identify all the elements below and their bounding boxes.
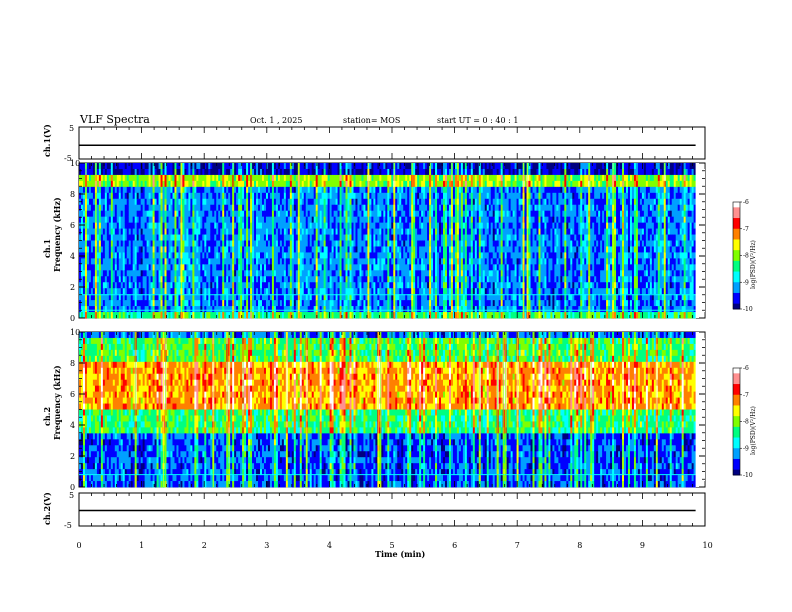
start-time-label: start UT = 0 : 40 : 1 xyxy=(437,116,518,125)
ch1-colorbar: -6 -7 -8 -9 -10 log(PSD)(V²/Hz) xyxy=(732,199,757,313)
date-label: Oct. 1 , 2025 xyxy=(250,116,302,125)
ch2-ytick-bottom: -5 xyxy=(64,521,72,530)
ch2-waveform-panel: 5 -5 ch.2(V) xyxy=(42,491,706,530)
time-axis-title: Time (min) xyxy=(375,549,425,559)
ch2-spectrogram-image xyxy=(79,332,705,488)
colorbar-tick-label: -7 xyxy=(743,392,749,399)
ch1-spectrogram-ytick-label: 2 xyxy=(70,283,75,292)
ch1-ytick-top: 5 xyxy=(69,124,74,133)
ch2-spectrogram-ytick-label: 0 xyxy=(70,483,75,492)
ch2-ytick-top: 5 xyxy=(69,491,74,500)
ch2-spectrogram-ytick-label: 4 xyxy=(70,421,75,430)
time-tick-label: 4 xyxy=(327,541,332,550)
ch1-waveform-panel: 5 -5 ch.1(V) xyxy=(42,124,706,163)
colorbar-tick-label: -9 xyxy=(743,279,749,286)
ch2-spectrogram-ytick-label: 10 xyxy=(70,328,80,337)
colorbar-tick-label: -10 xyxy=(743,472,753,479)
ch1-spectrogram-channel-label: ch.1 xyxy=(42,239,52,258)
colorbar-tick-label: -6 xyxy=(743,365,749,372)
colorbar-tick-label: -10 xyxy=(743,306,753,313)
ch2-spectrogram-panel: 0 2 4 6 8 10 ch.2 Frequency (kHz) xyxy=(42,328,706,492)
figure-title: VLF Spectra xyxy=(79,113,150,126)
ch1-spectrogram-ytick-label: 0 xyxy=(70,314,75,323)
time-tick-label: 1 xyxy=(139,541,144,550)
ch1-spectrogram-ylabel: Frequency (kHz) xyxy=(52,197,62,272)
ch1-spectrogram-panel: 0 2 4 6 8 10 ch.1 Frequency (kHz) xyxy=(42,159,706,323)
ch2-spectrogram-ytick-label: 8 xyxy=(70,359,75,368)
colorbar-tick-label: -7 xyxy=(743,226,749,233)
ch2-spectrogram-ytick-label: 2 xyxy=(70,452,75,461)
ch1-spectrogram-ytick-label: 6 xyxy=(70,221,75,230)
ch1-ytick-bottom: -5 xyxy=(64,154,72,163)
colorbar-tick-label: -9 xyxy=(743,445,749,452)
ch2-spectrogram-ytick-label: 6 xyxy=(70,390,75,399)
ch2-waveform-ylabel: ch.2(V) xyxy=(42,492,52,525)
ch2-spectrogram-ylabel: Frequency (kHz) xyxy=(52,365,62,440)
time-tick-label: 10 xyxy=(703,541,713,550)
time-tick-label: 9 xyxy=(640,541,645,550)
ch1-spectrogram-ytick-label: 4 xyxy=(70,252,75,261)
colorbar-tick-label: -8 xyxy=(743,253,749,260)
time-tick-label: 7 xyxy=(515,541,520,550)
colorbar-tick-label: -6 xyxy=(743,199,749,206)
time-tick-label: 6 xyxy=(452,541,457,550)
time-tick-label: 0 xyxy=(77,541,82,550)
station-label: station= MOS xyxy=(343,116,400,125)
time-tick-label: 8 xyxy=(577,541,582,550)
colorbar-label: log(PSD)(V²/Hz) xyxy=(750,240,757,289)
time-tick-label: 2 xyxy=(202,541,207,550)
ch1-spectrogram-image xyxy=(79,163,705,319)
time-tick-label: 5 xyxy=(390,541,395,550)
ch1-waveform-ylabel: ch.1(V) xyxy=(42,124,52,157)
colorbar-tick-label: -8 xyxy=(743,419,749,426)
colorbar-label: log(PSD)(V²/Hz) xyxy=(750,406,757,455)
time-axis: 0 1 2 3 4 5 6 7 8 9 10 xyxy=(77,541,713,550)
time-tick-label: 3 xyxy=(264,541,269,550)
ch1-spectrogram-ytick-label: 8 xyxy=(70,190,75,199)
ch1-spectrogram-ytick-label: 10 xyxy=(70,159,80,168)
ch2-colorbar: -6 -7 -8 -9 -10 log(PSD)(V²/Hz) xyxy=(732,365,757,479)
ch2-spectrogram-channel-label: ch.2 xyxy=(42,407,52,426)
